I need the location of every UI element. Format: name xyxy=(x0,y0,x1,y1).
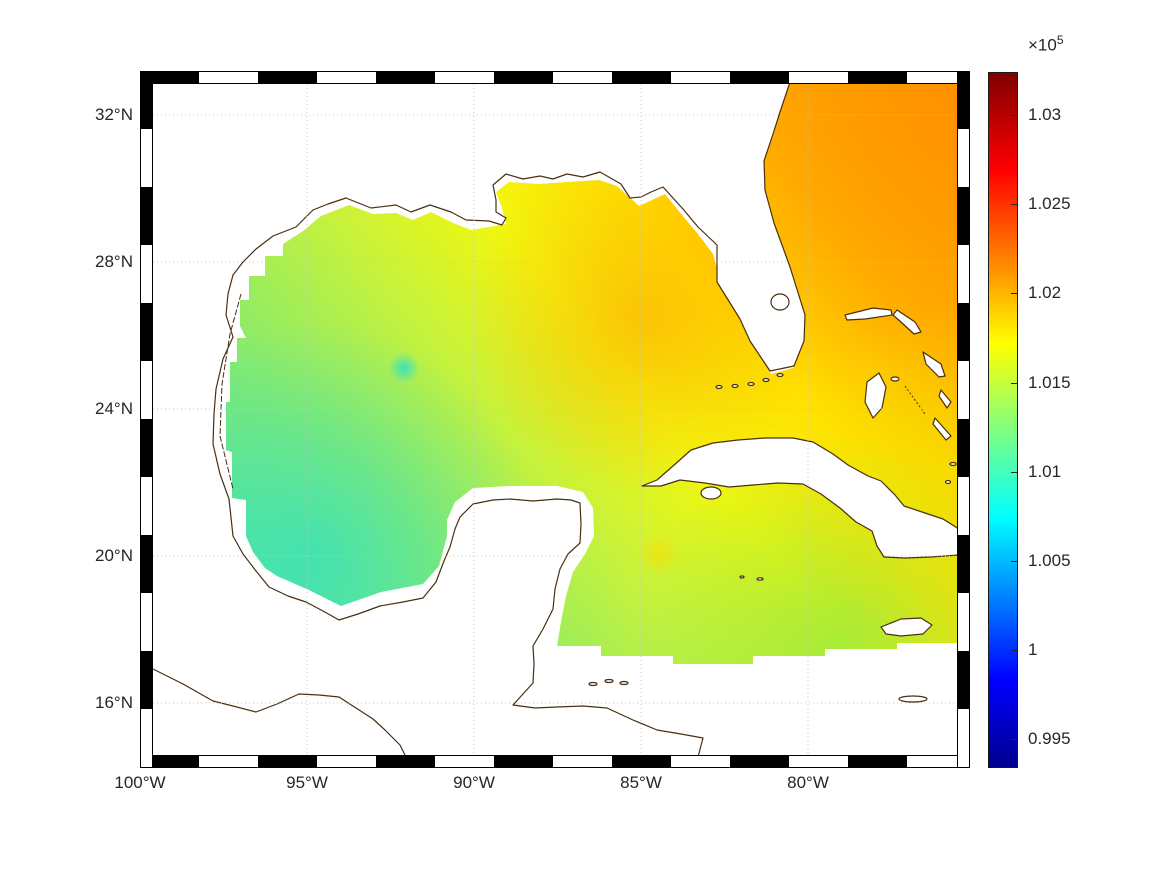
plot-frame-bottom xyxy=(140,755,970,768)
y-tick-label: 28°N xyxy=(95,252,133,271)
island-grand-cayman xyxy=(756,577,764,581)
colorbar xyxy=(988,72,1018,768)
island-long-island xyxy=(932,417,952,441)
plot-frame-top xyxy=(140,71,970,84)
colorbar-tick-mark xyxy=(1011,204,1017,206)
colorbar-tick-mark xyxy=(1011,293,1017,295)
colorbar-tick-label: 1.015 xyxy=(1028,372,1071,392)
colorbar-gradient xyxy=(989,73,1017,767)
x-tick-label: 100°W xyxy=(114,773,166,792)
plot-frame-left xyxy=(140,71,153,768)
island-cay-1 xyxy=(949,461,957,467)
island-abaco xyxy=(892,309,922,335)
island-bay-3 xyxy=(619,680,629,686)
colorbar-tick-mark xyxy=(1011,739,1017,741)
map-canvas xyxy=(153,84,957,755)
x-tick-label: 85°W xyxy=(620,773,662,792)
coastline-cuba xyxy=(641,437,957,559)
pressure-field xyxy=(226,84,957,664)
x-tick-label: 95°W xyxy=(286,773,328,792)
lake-okeechobee xyxy=(770,293,790,311)
island-new-providence xyxy=(890,376,900,382)
y-tick-label: 16°N xyxy=(95,693,133,712)
y-tick-label: 24°N xyxy=(95,399,133,418)
island-jamaica xyxy=(880,617,933,637)
island-little-cayman xyxy=(739,575,745,579)
y-tick-label: 20°N xyxy=(95,546,133,565)
colorbar-tick-mark xyxy=(1011,114,1017,116)
y-tick-label: 32°N xyxy=(95,105,133,124)
colorbar-tick-label: 1.01 xyxy=(1028,461,1062,481)
island-key-4 xyxy=(731,383,739,389)
colorbar-tick-mark xyxy=(1011,471,1017,473)
colorbar-exponent-base: ×10 xyxy=(1028,35,1057,55)
colorbar-tick-label: 1 xyxy=(1028,640,1038,660)
colorbar-tick-label: 1.03 xyxy=(1028,104,1062,124)
colorbar-tick-label: 1.02 xyxy=(1028,283,1062,303)
island-cat xyxy=(938,389,952,409)
x-tick-label: 80°W xyxy=(787,773,829,792)
x-tick-label: 90°W xyxy=(453,773,495,792)
colorbar-exponent-label: ×105 xyxy=(1028,33,1064,56)
coastline-texas-barrier xyxy=(219,293,242,490)
island-key-5 xyxy=(715,384,723,390)
island-bay-2 xyxy=(604,678,614,684)
colorbar-tick-label: 1.005 xyxy=(1028,550,1071,570)
island-key-3 xyxy=(747,381,755,387)
island-bay-1 xyxy=(588,681,598,687)
island-key-2 xyxy=(762,377,770,383)
island-key-1 xyxy=(776,372,784,378)
island-andros xyxy=(864,372,887,419)
colorbar-tick-mark xyxy=(1011,560,1017,562)
plot-frame-right xyxy=(957,71,970,768)
island-eleuthera xyxy=(922,351,946,378)
island-isla-juventud xyxy=(700,486,722,500)
colorbar-tick-label: 1.025 xyxy=(1028,194,1071,214)
island-cay-2 xyxy=(944,479,952,485)
colorbar-tick-mark xyxy=(1011,382,1017,384)
colorbar-tick-label: 0.995 xyxy=(1028,729,1071,749)
island-grand-bahama xyxy=(844,307,893,321)
colorbar-exponent-power: 5 xyxy=(1056,33,1064,47)
island-morant-bank xyxy=(898,695,928,703)
colorbar-tick-mark xyxy=(1011,650,1017,652)
coastline-north-america xyxy=(153,84,806,755)
land-masses xyxy=(153,84,957,755)
